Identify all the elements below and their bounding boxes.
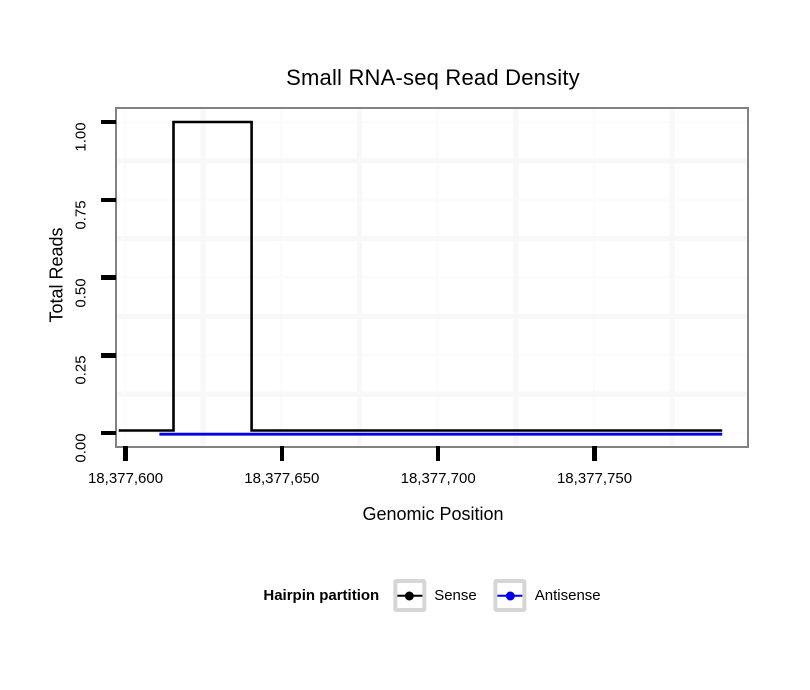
chart-title: Small RNA-seq Read Density bbox=[286, 65, 580, 90]
x-axis-title: Genomic Position bbox=[362, 504, 504, 524]
x-tick-label: 18,377,650 bbox=[244, 470, 320, 487]
y-tick-label: 0.25 bbox=[72, 355, 90, 385]
legend-label-antisense: Antisense bbox=[534, 587, 601, 604]
y-axis-title: Total Reads bbox=[46, 227, 67, 323]
legend-title: Hairpin partition bbox=[263, 587, 380, 604]
x-tick-mark bbox=[592, 446, 597, 461]
y-tick-mark bbox=[101, 197, 116, 202]
x-tick-mark bbox=[435, 446, 441, 461]
y-tick-mark bbox=[101, 275, 116, 280]
y-tick-label: 1.00 bbox=[72, 122, 90, 152]
y-tick-mark bbox=[101, 353, 116, 358]
y-tick-label: 0.00 bbox=[72, 433, 90, 463]
y-tick-mark bbox=[101, 119, 116, 125]
plot-area-svg bbox=[117, 108, 747, 446]
x-tick-label: 18,377,700 bbox=[400, 470, 476, 487]
x-tick-label: 18,377,750 bbox=[556, 470, 633, 487]
x-tick-label: 18,377,600 bbox=[87, 470, 164, 487]
legend-item-antisense: Antisense bbox=[493, 579, 601, 612]
sense-line bbox=[118, 120, 723, 432]
legend-label-sense: Sense bbox=[434, 587, 477, 604]
x-tick-mark bbox=[123, 446, 128, 461]
legend-item-sense: Sense bbox=[393, 579, 477, 612]
antisense-key-dot bbox=[505, 591, 515, 600]
plot-panel bbox=[115, 106, 749, 448]
antisense-key-icon bbox=[493, 579, 527, 612]
y-tick-label: 0.50 bbox=[72, 277, 90, 308]
sense-key-icon bbox=[393, 579, 427, 612]
legend: Hairpin partition Sense Antisense bbox=[263, 579, 601, 612]
x-tick-mark bbox=[279, 446, 285, 461]
y-tick-label: 0.75 bbox=[72, 200, 90, 230]
y-tick-mark bbox=[101, 430, 116, 436]
sense-key-dot bbox=[405, 591, 415, 600]
